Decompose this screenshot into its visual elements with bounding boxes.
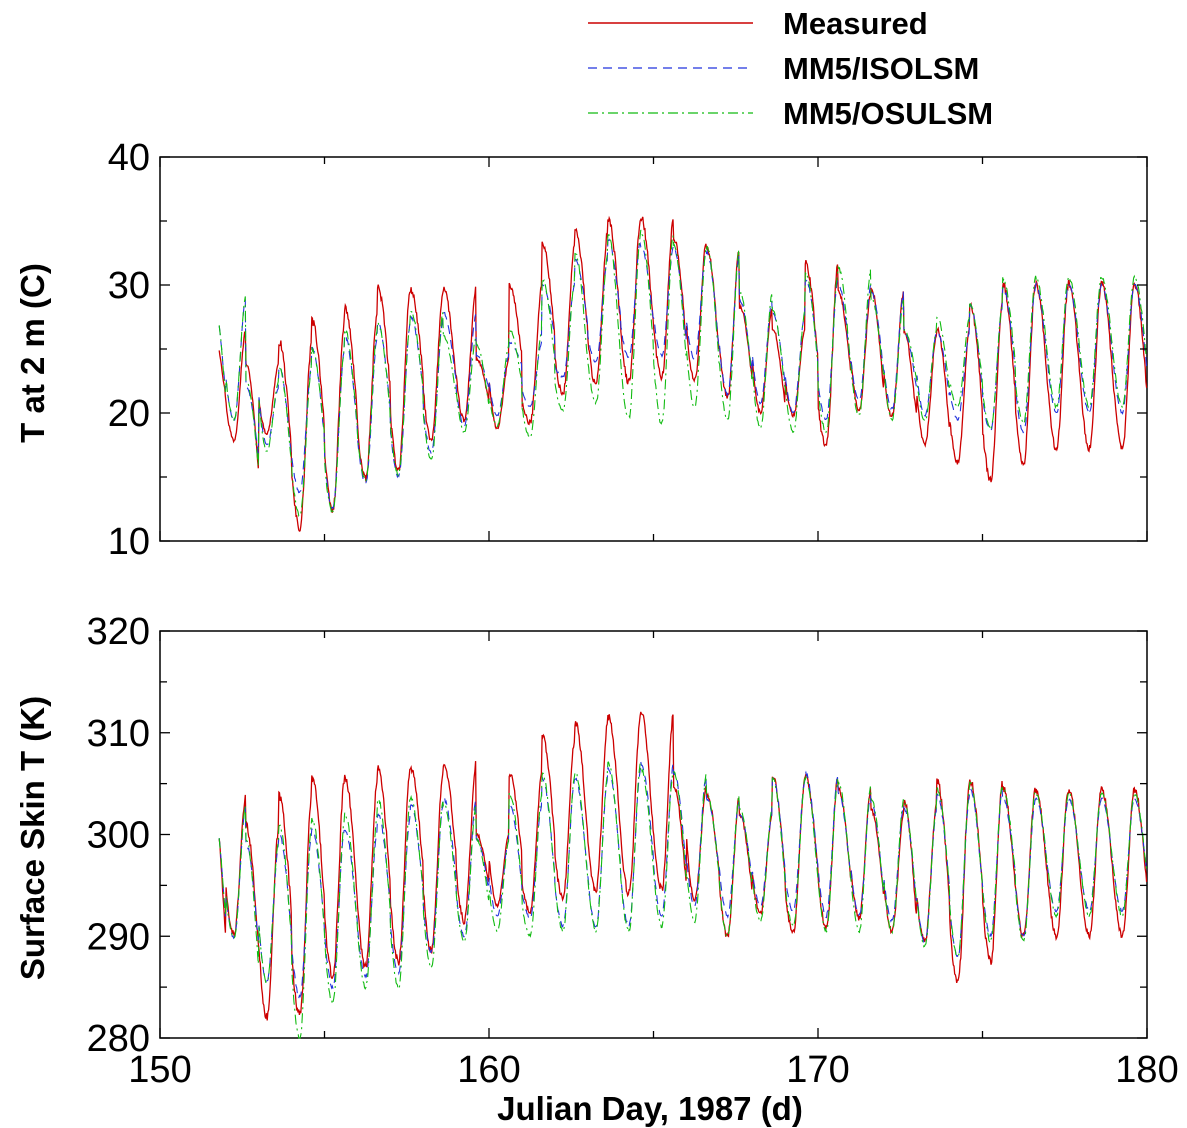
series-layer-bottom: [218, 711, 1148, 1039]
legend-label-measured: Measured: [783, 6, 928, 41]
y-tick-label: 10: [108, 521, 150, 563]
ticks-layer-bottom: 150 160 170 180 280 290 300 310 320: [87, 611, 1179, 1091]
series-line-mm5-isolsm: [218, 761, 1148, 999]
panel-t-2m: 10 20 30 40 T at 2 m (C): [14, 137, 1148, 563]
y-tick-label: 20: [108, 393, 150, 435]
x-tick-label: 150: [128, 1049, 191, 1091]
y-tick-label: 310: [87, 713, 150, 755]
series-line-mm5-osulsm: [218, 761, 1148, 1039]
legend: Measured MM5/ISOLSM MM5/OSULSM: [588, 6, 993, 131]
series-line-measured: [218, 711, 1148, 1021]
series-line-mm5-osulsm: [218, 229, 1148, 518]
panel-skin-t: 150 160 170 180 280 290 300 310 320 Surface Skin…: [14, 611, 1179, 1091]
y-axis-label-top: T at 2 m (C): [14, 263, 51, 443]
series-line-mm5-isolsm: [218, 238, 1148, 510]
x-tick-label: 160: [457, 1049, 520, 1091]
y-tick-label: 280: [87, 1018, 150, 1060]
legend-label-osulsm: MM5/OSULSM: [783, 96, 993, 131]
series-line-measured: [218, 215, 1148, 532]
y-tick-label: 300: [87, 815, 150, 857]
x-tick-label: 180: [1115, 1049, 1178, 1091]
y-tick-label: 290: [87, 916, 150, 958]
y-tick-label: 320: [87, 611, 150, 653]
y-axis-label-bottom: Surface Skin T (K): [14, 696, 51, 980]
x-tick-label: 170: [786, 1049, 849, 1091]
series-layer-top: [218, 215, 1148, 532]
y-tick-label: 40: [108, 137, 150, 179]
x-axis-label: Julian Day, 1987 (d): [497, 1090, 803, 1127]
ticks-layer-top: 10 20 30 40: [108, 137, 1148, 563]
legend-label-isolsm: MM5/ISOLSM: [783, 51, 979, 86]
y-tick-label: 30: [108, 265, 150, 307]
